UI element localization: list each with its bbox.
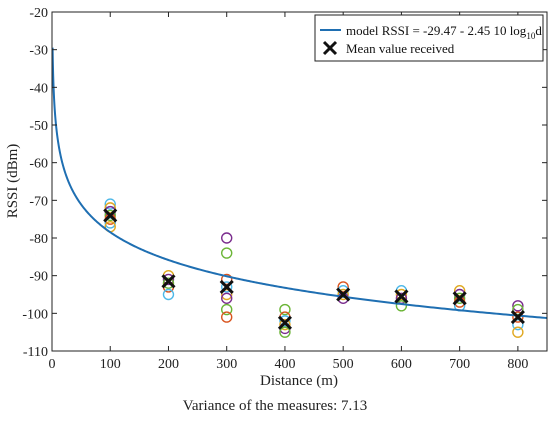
measurement-point [395, 300, 408, 312]
measurement-point [337, 288, 349, 301]
mean-marker [510, 310, 525, 325]
measurement-points [104, 198, 524, 338]
measurement-point [221, 288, 233, 301]
y-tick-label: -40 [29, 81, 48, 96]
legend-model-label-sub: 10 [526, 31, 536, 41]
mean-marker [394, 289, 409, 304]
measurement-point [279, 326, 291, 338]
y-tick-label: -90 [29, 270, 48, 285]
x-tick-label: 0 [49, 357, 56, 372]
measurement-point [104, 209, 116, 222]
measurement-point [512, 326, 524, 338]
measurement-point [162, 288, 175, 301]
x-tick-label: 100 [100, 357, 121, 372]
measurement-point [104, 217, 116, 229]
x-tick-label: 400 [274, 357, 295, 372]
legend-model-label: model RSSI = -29.47 - 2.45 10 log10d [346, 23, 542, 41]
y-tick-label: -110 [23, 345, 48, 360]
plot-frame [51, 11, 548, 352]
mean-marker-stroke [103, 208, 118, 223]
y-tick-label: -20 [29, 6, 48, 21]
mean-marker [161, 274, 176, 289]
mean-marker-stroke [322, 40, 338, 56]
mean-marker [277, 315, 293, 330]
measurement-point [162, 277, 175, 289]
measurement-point [337, 281, 349, 293]
measurement-point [221, 281, 233, 293]
measurement-point [221, 232, 233, 244]
measurement-point [512, 300, 524, 312]
model-curve [51, 47, 548, 320]
measurement-point [162, 273, 175, 286]
y-tick-label: -50 [29, 119, 48, 134]
measurement-point [453, 285, 466, 297]
y-tick-label: -70 [29, 194, 48, 209]
rssi-chart: 0 100 200 300 400 500 600 700 800 -20 -30 -40 -50 -60… [5, 6, 548, 389]
mean-marker [103, 208, 118, 223]
legend: model RSSI = -29.47 - 2.45 10 log10d Mea… [314, 14, 544, 62]
mean-marker-stroke [452, 291, 467, 306]
legend-mean-swatch [322, 40, 338, 56]
x-tick-label: 200 [158, 357, 179, 372]
legend-model-label-main: model RSSI = -29.47 - 2.45 10 log [346, 23, 527, 38]
measurement-point [221, 311, 233, 323]
x-tick-label: 600 [391, 357, 412, 372]
legend-box [314, 14, 544, 62]
measurement-point [221, 247, 233, 259]
mean-marker-stroke [161, 274, 176, 289]
measurement-point [512, 303, 524, 316]
mean-marker-stroke [277, 315, 293, 330]
x-tick-label: 800 [507, 357, 528, 372]
mean-marker [219, 279, 234, 295]
measurement-point [104, 198, 116, 210]
measurement-point [279, 318, 291, 331]
measurement-point [512, 311, 524, 323]
mean-marker [336, 287, 351, 302]
measurement-point [221, 273, 233, 286]
x-tick-label: 300 [216, 357, 237, 372]
mean-marker-stroke [219, 279, 234, 295]
mean-marker [452, 291, 467, 306]
y-axis-label: RSSI (dBm) [5, 144, 21, 219]
measurement-point [104, 202, 116, 214]
axis-ticks: 0 100 200 300 400 500 600 700 800 -20 -30 -40 -50 -60… [22, 6, 547, 372]
measurement-point [221, 303, 233, 316]
y-tick-label: -30 [29, 44, 48, 59]
mean-markers [103, 208, 525, 330]
variance-footnote: Variance of the measures: 7.13 [182, 398, 368, 414]
y-tick-label: -60 [29, 157, 48, 172]
measurement-point [279, 303, 291, 316]
measurement-point [221, 292, 233, 304]
mean-marker-stroke [394, 289, 409, 304]
legend-model-label-end: d [535, 23, 542, 38]
mean-marker-stroke [336, 287, 351, 302]
measurement-point [279, 315, 291, 327]
measurement-point [395, 288, 408, 301]
y-tick-label: -100 [22, 307, 48, 322]
legend-mean-marker [322, 40, 338, 56]
legend-mean-label: Mean value received [346, 41, 455, 56]
x-tick-label: 500 [333, 357, 354, 372]
mean-marker-stroke [510, 310, 525, 325]
x-axis-label: Distance (m) [260, 373, 338, 389]
x-tick-label: 700 [449, 357, 470, 372]
y-tick-label: -80 [29, 232, 48, 247]
measurement-point [453, 292, 466, 304]
measurement-point [512, 318, 524, 331]
